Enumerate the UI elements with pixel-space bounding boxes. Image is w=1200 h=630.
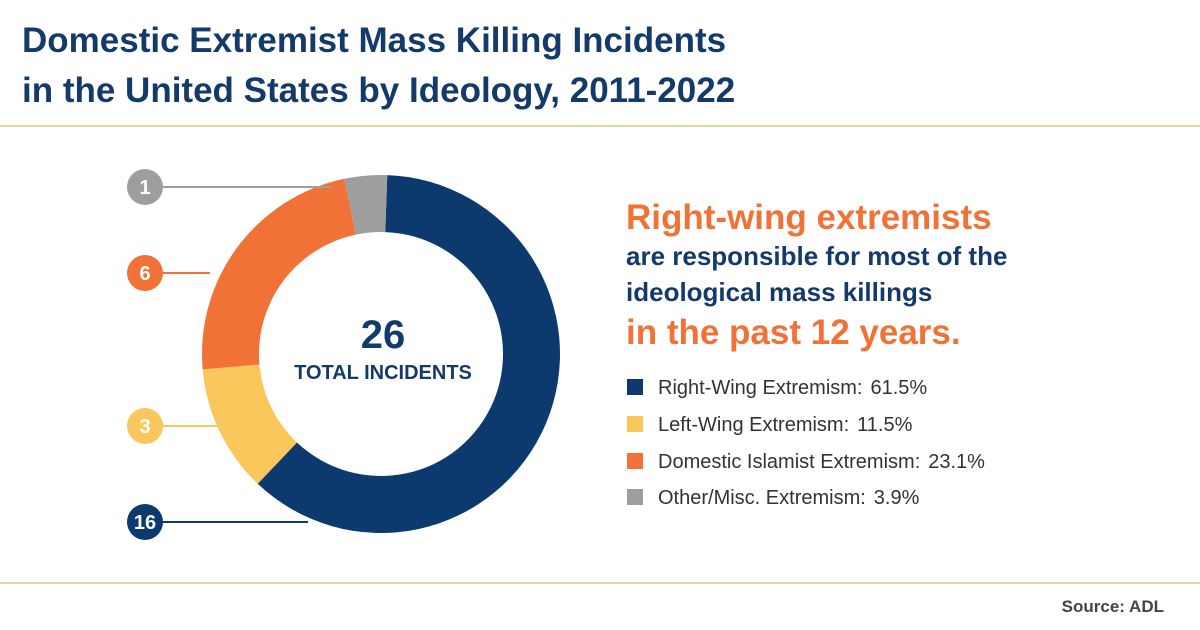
legend-share: 23.1% — [928, 451, 985, 473]
callout-value: 16 — [134, 512, 156, 534]
callout-badge — [127, 504, 163, 540]
legend-label: Left-Wing Extremism: — [658, 414, 849, 436]
total-label: TOTAL INCIDENTS — [294, 362, 472, 384]
legend-label: Right-Wing Extremism: — [658, 377, 862, 399]
legend-swatch — [627, 489, 643, 505]
donut-segment — [344, 175, 388, 235]
source: Source: ADL — [1062, 597, 1164, 616]
callout-badge — [127, 255, 163, 291]
total-number: 26 — [361, 313, 406, 357]
headline: are responsible for most of the — [626, 241, 1007, 271]
legend-entry: Domestic Islamist Extremism: 23.1% — [658, 451, 985, 473]
headline: ideological mass killings — [626, 277, 932, 307]
legend-share: 3.9% — [874, 487, 920, 509]
donut-segment — [257, 175, 561, 533]
legend-share: 11.5% — [857, 414, 912, 436]
callout-value: 6 — [139, 263, 150, 285]
title-line: in the United States by Ideology, 2011-2… — [22, 71, 735, 110]
donut-segment — [202, 178, 356, 370]
headline: in the past 12 years. — [626, 313, 961, 352]
legend-label: Domestic Islamist Extremism: — [658, 451, 920, 473]
callout-value: 3 — [139, 416, 150, 438]
legend-entry: Right-Wing Extremism: 61.5% — [658, 377, 927, 399]
callout-badge — [127, 408, 163, 444]
legend-swatch — [627, 453, 643, 469]
legend-swatch — [627, 416, 643, 432]
legend-swatch — [627, 379, 643, 395]
headline: Right-wing extremists — [626, 198, 992, 237]
legend-label: Other/Misc. Extremism: — [658, 487, 866, 509]
title-line: Domestic Extremist Mass Killing Incident… — [22, 21, 726, 60]
legend-entry: Other/Misc. Extremism: 3.9% — [658, 487, 920, 509]
donut-segment — [202, 364, 297, 484]
callout-value: 1 — [139, 177, 150, 199]
legend-entry: Left-Wing Extremism: 11.5% — [658, 414, 913, 436]
callout-badge — [127, 169, 163, 205]
legend-share: 61.5% — [870, 377, 927, 399]
